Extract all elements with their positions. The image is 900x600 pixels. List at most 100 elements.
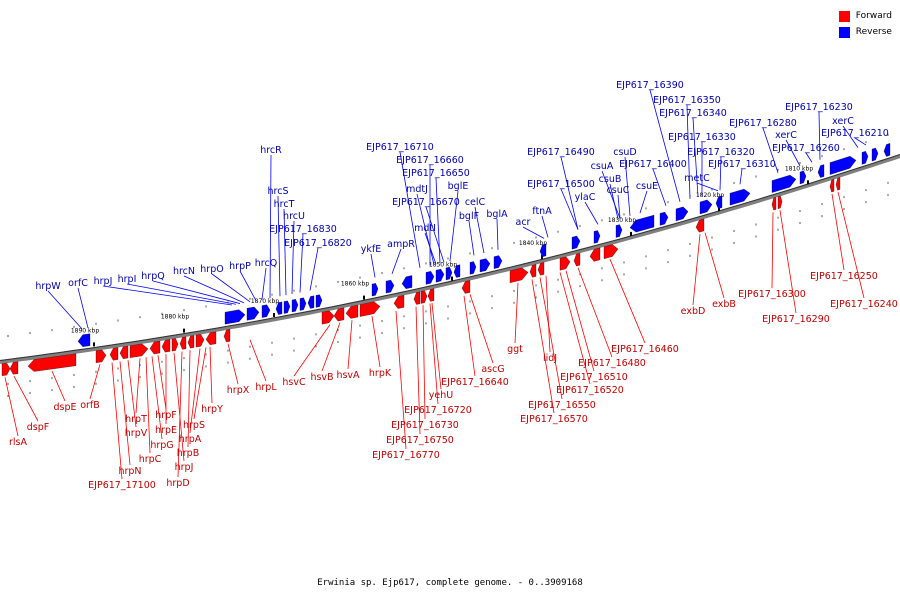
reverse-gene-label: orfC <box>68 278 88 289</box>
ruler-label: 1860 kbp <box>341 281 369 288</box>
reverse-gene-label: hrcS <box>268 186 289 197</box>
forward-gene-arrow <box>195 334 205 348</box>
reverse-gene-label: hrpO <box>200 264 223 275</box>
reverse-gene-leader <box>183 275 245 304</box>
ruler-label: 1870 kbp <box>251 298 279 305</box>
forward-gene-arrow <box>179 336 187 350</box>
reverse-gene-label: hrpI <box>118 274 137 285</box>
reverse-gene-arrow <box>246 306 260 321</box>
forward-gene-arrow <box>9 361 19 375</box>
reverse-gene-label: csuC <box>607 185 630 196</box>
reverse-gene-leader <box>309 247 319 291</box>
ruler-label: 1890 kbp <box>71 327 99 334</box>
forward-gene-leader <box>51 370 66 402</box>
forward-gene-arrow <box>413 291 421 305</box>
reverse-gene-leader <box>649 89 681 202</box>
reverse-gene-label: EJP617_16320 <box>687 147 755 158</box>
reverse-gene-leader <box>47 290 83 330</box>
forward-gene-label: hrpL <box>255 382 277 393</box>
reverse-gene-label: EJP617_16500 <box>527 179 595 190</box>
forward-gene-leader <box>189 348 201 434</box>
reverse-gene-arrow <box>453 264 461 278</box>
forward-gene-leader <box>469 294 494 364</box>
reverse-gene-leader <box>541 215 549 238</box>
forward-gene-leader <box>831 193 845 271</box>
reverse-gene-leader <box>739 168 743 185</box>
forward-gene-leader <box>559 272 591 385</box>
reverse-gene-label: hrcN <box>173 266 195 277</box>
reverse-gene-leader <box>652 168 667 206</box>
forward-gene-label: EJP617_17100 <box>88 480 156 491</box>
reverse-gene-leader <box>601 170 621 219</box>
forward-swatch <box>838 10 850 22</box>
reverse-gene-arrow <box>861 151 869 165</box>
forward-gene-label: hsvC <box>282 377 306 388</box>
forward-gene-label: EJP617_16570 <box>520 414 588 425</box>
reverse-gene-label: ylaC <box>575 192 596 203</box>
forward-gene-leader <box>545 275 551 353</box>
ruler-label: 1840 kbp <box>519 240 547 247</box>
reverse-gene-arrow <box>479 258 491 273</box>
reverse-gene-arrow <box>883 143 891 157</box>
reverse-gene-arrow <box>425 271 435 285</box>
reverse-swatch <box>838 26 850 38</box>
forward-gene-label: hrpN <box>118 466 141 477</box>
reverse-gene-label: metC <box>684 173 710 184</box>
forward-gene-leader <box>227 343 239 385</box>
forward-gene-leader <box>321 322 341 372</box>
reverse-gene-label: hrcU <box>283 211 305 222</box>
reverse-gene-leader <box>277 195 281 297</box>
reverse-gene-label: EJP617_16330 <box>668 132 736 143</box>
forward-gene-label: yehU <box>429 390 453 401</box>
forward-gene-arrow <box>27 353 77 372</box>
forward-gene-label: exbB <box>712 299 736 310</box>
reverse-gene-arrow <box>675 206 689 222</box>
reverse-gene-leader <box>152 280 241 304</box>
forward-gene-arrow <box>129 343 149 358</box>
reverse-gene-label: EJP617_16670 <box>392 197 460 208</box>
forward-gene-arrow <box>95 349 107 363</box>
reverse-gene-leader <box>435 177 441 264</box>
reverse-gene-leader <box>425 206 445 263</box>
reverse-gene-label: bglF <box>459 211 479 222</box>
reverse-gene-leader <box>291 220 295 295</box>
forward-gene-label: EJP617_16300 <box>738 289 806 300</box>
reverse-gene-leader <box>391 248 402 274</box>
reverse-gene-label: hrpW <box>35 281 61 292</box>
forward-gene-label: hrpY <box>201 404 223 415</box>
reverse-gene-leader <box>522 226 545 239</box>
reverse-gene-arrow <box>729 188 751 206</box>
forward-gene-arrow <box>771 197 777 211</box>
forward-gene-leader <box>157 355 167 410</box>
forward-gene-leader <box>539 277 563 400</box>
forward-gene-label: EJP617_16640 <box>441 377 509 388</box>
reverse-gene-leader <box>609 183 619 220</box>
reverse-gene-label: EJP617_16830 <box>269 224 337 235</box>
reverse-gene-arrow <box>539 243 547 257</box>
forward-gene-label: ggt <box>507 344 523 355</box>
reverse-gene-label: EJP617_16310 <box>708 159 776 170</box>
reverse-gene-leader <box>399 151 421 268</box>
reverse-gene-arrow <box>371 283 379 297</box>
forward-gene-arrow <box>359 301 381 317</box>
forward-gene-leader <box>463 295 476 377</box>
forward-gene-label: orfB <box>80 400 100 411</box>
forward-gene-leader <box>609 259 646 344</box>
reverse-gene-arrow <box>699 199 713 215</box>
forward-gene-arrow <box>695 218 705 233</box>
reverse-gene-arrow <box>817 164 825 178</box>
forward-gene-leader <box>177 351 183 478</box>
forward-gene-leader <box>4 377 19 437</box>
reverse-gene-leader <box>283 208 287 296</box>
reverse-gene-label: EJP617_16210 <box>821 128 889 139</box>
reverse-gene-label: EJP617_16280 <box>729 118 797 129</box>
reverse-gene-leader <box>624 156 631 216</box>
forward-gene-label: rlsA <box>9 437 27 448</box>
reverse-gene-arrow <box>261 304 271 318</box>
reverse-gene-arrow <box>401 275 413 289</box>
forward-gene-label: hsvB <box>310 372 333 383</box>
forward-gene-leader <box>395 310 407 450</box>
forward-gene-label: hrpJ <box>175 462 194 473</box>
forward-gene-leader <box>127 359 137 428</box>
legend-forward-label: Forward <box>855 11 892 21</box>
